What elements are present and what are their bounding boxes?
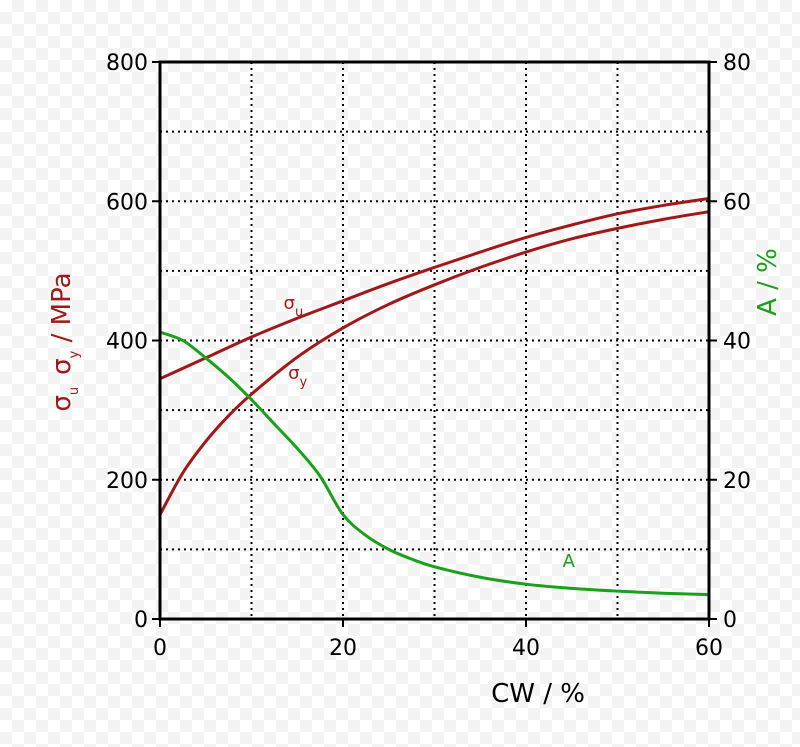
y-axis-left-label: σuσy / MPa [47,272,82,411]
series-line-elongation-a [158,330,711,597]
series-label-elongation-a: A [563,551,576,572]
y-left-tick-label: 200 [106,469,148,494]
series-label-main: σ [288,363,299,384]
series-line-sigma-y [158,210,711,517]
x-tick-label: 0 [153,636,167,661]
y-left-unit: / MPa [47,272,77,350]
series-label-sigma-u: σu [284,293,304,320]
sigma-y-symbol: σ [47,358,77,374]
y-left-tick-label: 0 [134,608,148,633]
y-axis-right-label: A / % [753,248,783,316]
sigma-u-subscript: u [67,387,82,395]
series-layer [158,196,711,597]
y-left-tick-label: 400 [106,330,148,355]
sigma-u-symbol: σ [47,395,77,411]
series-label-sigma-y: σy [288,363,307,390]
y-left-tick-label: 600 [106,190,148,215]
series-label-subscript: y [300,375,308,390]
x-axis-label: CW / % [491,679,585,709]
series-label-subscript: u [295,305,303,320]
series-label-main: σ [284,293,295,314]
series-label-main: A [563,551,576,572]
y-right-tick-label: 60 [723,190,751,215]
y-right-tick-label: 80 [723,51,751,76]
x-tick-label: 60 [695,636,723,661]
sigma-y-subscript: y [67,350,82,358]
x-tick-label: 40 [512,636,540,661]
x-tick-label: 20 [329,636,357,661]
grid [160,62,709,619]
series-line-sigma-u [158,196,711,381]
y-left-tick-label: 800 [106,51,148,76]
y-right-tick-label: 20 [723,469,751,494]
y-right-tick-label: 0 [723,608,737,633]
y-right-tick-label: 40 [723,330,751,355]
